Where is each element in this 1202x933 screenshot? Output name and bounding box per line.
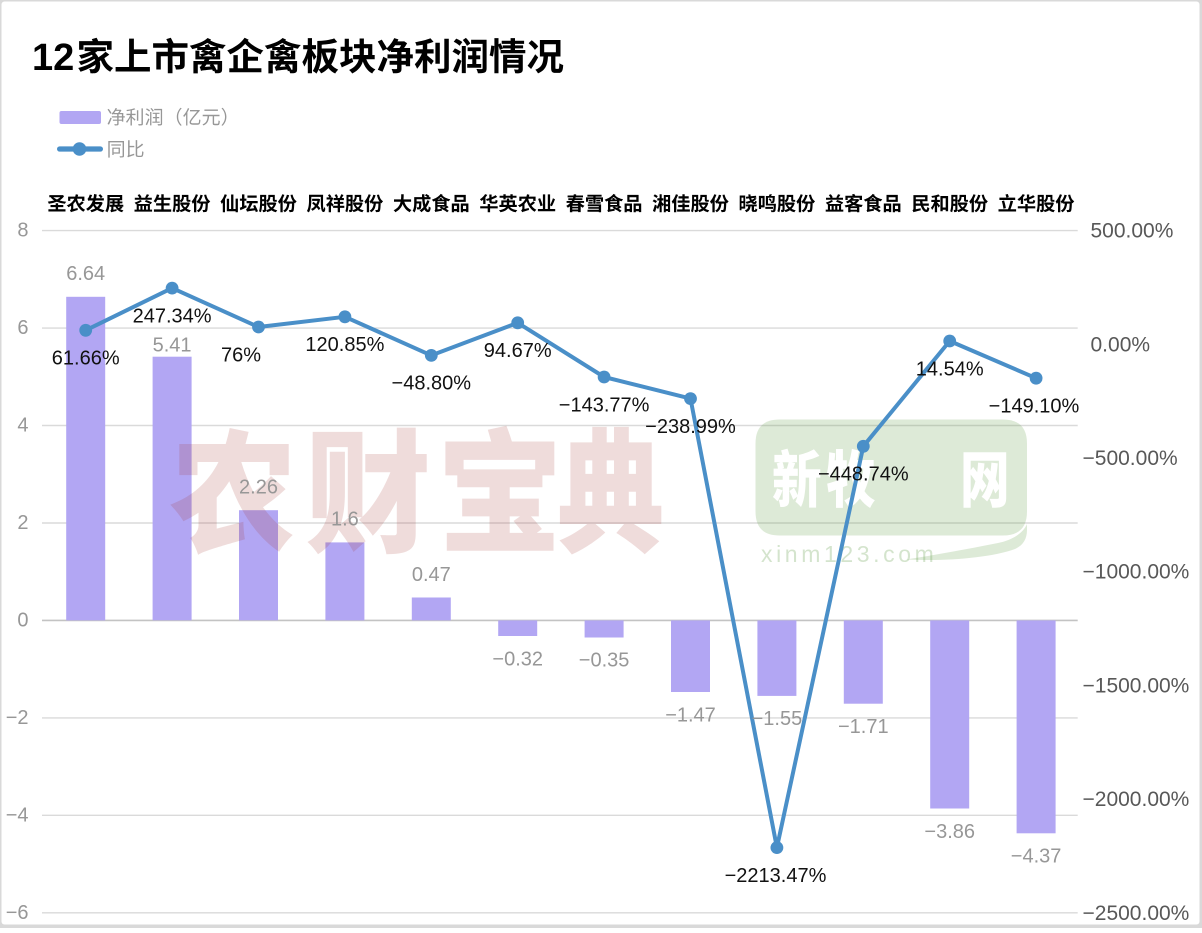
svg-text:−448.74%: −448.74% bbox=[818, 464, 909, 486]
svg-text:5.41: 5.41 bbox=[153, 335, 192, 357]
svg-text:−1000.00%: −1000.00% bbox=[1083, 561, 1190, 584]
svg-text:120.85%: 120.85% bbox=[305, 334, 384, 356]
svg-text:12: 12 bbox=[32, 37, 74, 79]
svg-text:−1.55: −1.55 bbox=[752, 708, 803, 730]
svg-text:4: 4 bbox=[17, 415, 28, 437]
svg-text:−238.99%: −238.99% bbox=[645, 416, 736, 438]
svg-text:247.34%: 247.34% bbox=[133, 305, 212, 327]
svg-text:−2213.47%: −2213.47% bbox=[725, 865, 827, 887]
svg-text:2: 2 bbox=[17, 512, 28, 534]
svg-text:0: 0 bbox=[17, 609, 28, 631]
svg-text:6: 6 bbox=[17, 317, 28, 339]
svg-text:−1500.00%: −1500.00% bbox=[1083, 674, 1190, 697]
svg-text:−149.10%: −149.10% bbox=[989, 396, 1080, 418]
svg-text:−6: −6 bbox=[6, 902, 29, 924]
svg-text:−2: −2 bbox=[6, 707, 29, 729]
svg-text:0.47: 0.47 bbox=[412, 564, 451, 586]
svg-text:−143.77%: −143.77% bbox=[559, 394, 650, 416]
svg-text:6.64: 6.64 bbox=[66, 263, 105, 285]
svg-text:−2000.00%: −2000.00% bbox=[1083, 788, 1190, 811]
svg-text:1.6: 1.6 bbox=[331, 509, 359, 531]
svg-text:61.66%: 61.66% bbox=[52, 348, 120, 370]
svg-text:2.26: 2.26 bbox=[239, 477, 278, 499]
svg-text:−4: −4 bbox=[6, 804, 29, 826]
svg-text:−0.32: −0.32 bbox=[492, 648, 543, 670]
svg-text:−500.00%: −500.00% bbox=[1083, 447, 1178, 470]
svg-text:−0.35: −0.35 bbox=[579, 650, 630, 672]
svg-text:−1.47: −1.47 bbox=[665, 704, 716, 726]
svg-text:14.54%: 14.54% bbox=[916, 358, 984, 380]
svg-text:0.00%: 0.00% bbox=[1091, 333, 1151, 356]
svg-text:500.00%: 500.00% bbox=[1091, 220, 1174, 243]
svg-text:8: 8 bbox=[17, 220, 28, 242]
svg-text:xinm123.com: xinm123.com bbox=[761, 541, 937, 567]
svg-text:−48.80%: −48.80% bbox=[392, 373, 472, 395]
svg-text:−2500.00%: −2500.00% bbox=[1083, 902, 1190, 925]
svg-text:76%: 76% bbox=[221, 344, 261, 366]
svg-text:−4.37: −4.37 bbox=[1011, 846, 1062, 868]
svg-text:−1.71: −1.71 bbox=[838, 716, 889, 738]
svg-text:94.67%: 94.67% bbox=[484, 340, 552, 362]
svg-text:−3.86: −3.86 bbox=[924, 821, 975, 843]
